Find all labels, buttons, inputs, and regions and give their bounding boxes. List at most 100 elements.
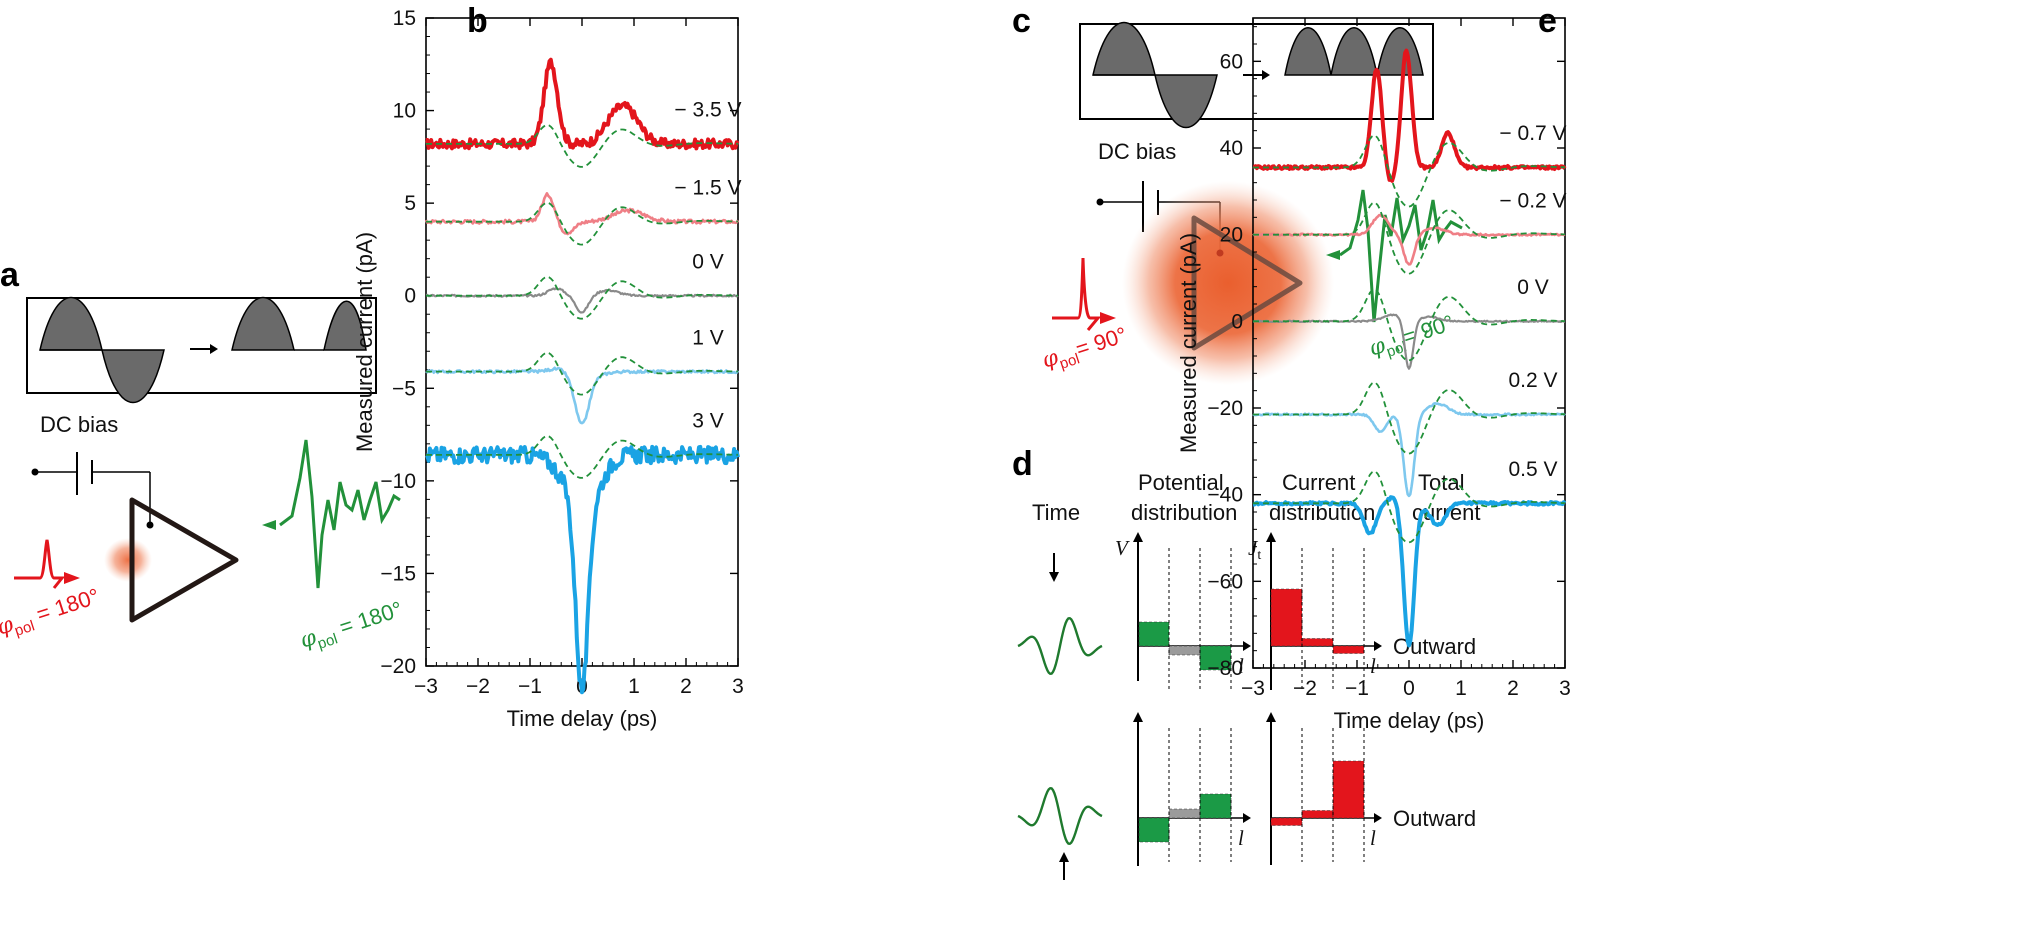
green-pulse-icon [262, 439, 401, 589]
red-pulse-icon-c [1052, 257, 1116, 331]
phi-label-red: φpol = 180° [0, 583, 104, 644]
l-axis-label-current: l [1370, 826, 1376, 850]
voltage-label: 0 V [1517, 276, 1549, 299]
panel-label-e: e [1538, 2, 1557, 40]
voltage-label: 3 V [692, 410, 724, 433]
y-tick-label: 0 [1231, 310, 1243, 333]
panel-label-a: a [0, 256, 20, 294]
panel-a: DC bias φpol = 180° φpol = 180° [0, 296, 407, 657]
x-tick-label: −2 [1293, 677, 1317, 700]
series-line [424, 192, 740, 236]
green-pulse-icon-c [1326, 189, 1463, 323]
x-tick-label: 1 [1455, 677, 1467, 700]
panel-label-d: d [1012, 445, 1033, 483]
panel-d: Time Potential distribution Current dist… [1017, 470, 1480, 880]
current-bar [1270, 817, 1303, 826]
laser-spot-c [1122, 181, 1334, 385]
voltage-label: − 0.2 V [1499, 189, 1566, 212]
y-tick-label: −20 [1207, 397, 1243, 420]
current-bar [1332, 760, 1365, 819]
waveform-box [26, 297, 377, 394]
reference-dashed-line [1253, 381, 1566, 455]
l-axis-label-current: l [1370, 654, 1376, 678]
voltage-label: 1 V [692, 326, 724, 349]
voltage-label: 0 V [692, 250, 724, 273]
x-tick-label: 1 [628, 675, 640, 698]
l-axis-label: l [1238, 654, 1244, 678]
dc-bias-label: DC bias [40, 412, 118, 437]
voltage-label: 0.2 V [1508, 369, 1557, 392]
rectified-wave-icon [231, 296, 367, 351]
phi-label-green: φpol = 180° [297, 596, 407, 657]
header-time: Time [1032, 500, 1080, 525]
header-potential-2: distribution [1131, 500, 1237, 525]
x-tick-label: −3 [414, 675, 438, 698]
y-tick-label: 40 [1220, 137, 1243, 160]
y-tick-label: −15 [380, 562, 416, 585]
header-current-1: Current [1282, 470, 1355, 495]
arrow-right-icon [190, 344, 218, 354]
full-rectified-wave-icon [1284, 27, 1424, 76]
potential-bar [1199, 793, 1232, 819]
current-bar [1301, 810, 1334, 819]
voltage-label: − 0.7 V [1499, 122, 1566, 145]
voltage-label: − 3.5 V [674, 99, 741, 122]
pulse-waveform [1017, 786, 1103, 846]
x-tick-label: −2 [466, 675, 490, 698]
chart-e: −3 −2 −1 0 1 2 3 −80 −60 −40 −20 0 20 40 60 Time delay … [1176, 17, 1571, 733]
sine-wave-icon-c [1092, 21, 1218, 129]
y-tick-label: −80 [1207, 657, 1243, 680]
x-tick-label: 2 [680, 675, 692, 698]
y-tick-label: −20 [380, 655, 416, 678]
l-axis-label: l [1238, 826, 1244, 850]
y-tick-label: −5 [392, 377, 416, 400]
x-axis-label: Time delay (ps) [1334, 708, 1485, 733]
potential-bar [1168, 808, 1201, 819]
x-tick-label: −3 [1241, 677, 1265, 700]
x-tick-label: 3 [732, 675, 744, 698]
header-total-1: Total [1418, 470, 1464, 495]
reference-dashed-line [426, 351, 738, 396]
panel-c: DC bias φpol= 90° φpol= 90° [1039, 21, 1463, 385]
waveform-box-c [1079, 23, 1434, 120]
potential-bar [1199, 645, 1232, 671]
x-tick-label: 2 [1507, 677, 1519, 700]
series-line [425, 444, 740, 695]
voltage-label: − 1.5 V [674, 176, 741, 199]
y-axis-label: Measured current (pA) [1176, 233, 1201, 453]
current-bar [1301, 638, 1334, 647]
y-tick-label: 10 [393, 100, 416, 123]
x-axis-label: Time delay (ps) [507, 706, 658, 731]
laser-spot [104, 538, 152, 582]
v-axis-label: V [1115, 536, 1130, 560]
voltage-label: 0.5 V [1508, 458, 1557, 481]
y-tick-label: −40 [1207, 484, 1243, 507]
y-tick-label: 20 [1220, 224, 1243, 247]
x-tick-label: −1 [1345, 677, 1369, 700]
series-line [425, 286, 739, 314]
triangle-device-icon-c [1191, 215, 1303, 351]
header-potential-1: Potential [1138, 470, 1224, 495]
reference-dashed-line [1253, 134, 1566, 208]
j-axis-label: Jt [1248, 536, 1261, 563]
y-tick-label: 0 [404, 285, 416, 308]
series-line [425, 57, 740, 151]
phi-label-red-c: φpol= 90° [1039, 322, 1132, 378]
potential-bar [1138, 621, 1170, 647]
pulse-waveform [1017, 616, 1103, 676]
sine-wave-icon [39, 296, 165, 404]
x-tick-label: 0 [1403, 677, 1415, 700]
y-tick-label: 60 [1220, 50, 1243, 73]
triangle-device-icon [129, 497, 239, 623]
red-pulse-icon [14, 539, 80, 589]
y-tick-label: 15 [393, 7, 416, 30]
panel-label-c: c [1012, 2, 1031, 40]
reference-dashed-line [1253, 288, 1565, 362]
reference-dashed-line [1253, 201, 1565, 275]
potential-bar [1168, 645, 1201, 656]
y-tick-label: −60 [1207, 570, 1243, 593]
reference-dashed-line [426, 201, 738, 246]
